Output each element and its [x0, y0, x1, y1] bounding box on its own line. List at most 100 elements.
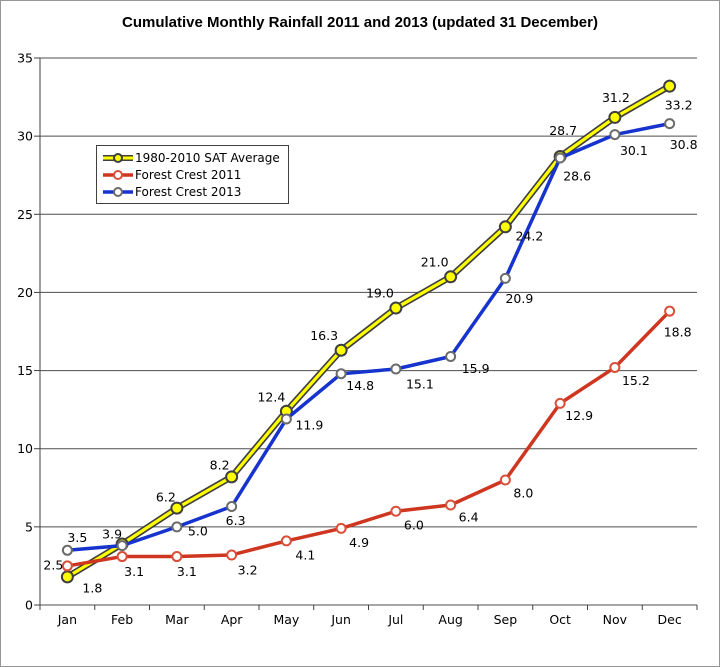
- data-point-label-1980-2010-sat-average-dec: 33.2: [665, 98, 693, 113]
- data-point-label-1980-2010-sat-average-jan: 1.8: [82, 580, 102, 595]
- data-point-marker-1980-2010-sat-average-jun: [334, 343, 348, 357]
- data-point-marker-1980-2010-sat-average-nov: [608, 110, 622, 124]
- data-point-marker-forest-crest-2011-nov: [609, 361, 621, 373]
- data-point-label-forest-crest-2011-feb: 3.1: [124, 564, 144, 579]
- data-point-marker-1980-2010-sat-average-apr: [225, 470, 239, 484]
- data-point-marker-forest-crest-2013-jan: [61, 544, 73, 556]
- data-point-marker-forest-crest-2013-oct: [554, 152, 566, 164]
- y-axis-label-0: 0: [25, 598, 33, 613]
- x-axis-label-dec: Dec: [658, 612, 682, 627]
- x-axis-label-apr: Apr: [221, 612, 243, 627]
- data-point-label-1980-2010-sat-average-jun: 16.3: [310, 328, 338, 343]
- data-point-marker-forest-crest-2013-may: [280, 413, 292, 425]
- data-point-marker-forest-crest-2011-jan: [61, 560, 73, 572]
- data-point-marker-1980-2010-sat-average-aug: [444, 270, 458, 284]
- x-axis-label-jan: Jan: [57, 612, 77, 627]
- data-point-label-forest-crest-2013-mar: 5.0: [188, 523, 208, 538]
- data-point-label-1980-2010-sat-average-jul: 19.0: [366, 286, 394, 301]
- data-point-marker-forest-crest-2013-jun: [335, 368, 347, 380]
- legend-item-1980-2010-sat-average: 1980-2010 SAT Average: [103, 150, 280, 166]
- data-point-label-forest-crest-2011-may: 4.1: [295, 547, 315, 562]
- legend-item-forest-crest-2013: Forest Crest 2013: [103, 184, 280, 200]
- data-point-marker-forest-crest-2011-mar: [171, 551, 183, 563]
- data-point-label-1980-2010-sat-average-sep: 24.2: [515, 228, 543, 243]
- data-point-marker-forest-crest-2013-nov: [609, 129, 621, 141]
- data-point-label-forest-crest-2011-oct: 12.9: [565, 408, 593, 423]
- legend-label-1980-2010-sat-average: 1980-2010 SAT Average: [135, 150, 280, 165]
- x-axis-label-jun: Jun: [330, 612, 351, 627]
- data-point-label-forest-crest-2011-jan: 2.5: [43, 557, 63, 572]
- data-point-label-forest-crest-2011-sep: 8.0: [513, 485, 533, 500]
- data-point-marker-forest-crest-2011-feb: [116, 551, 128, 563]
- data-point-marker-forest-crest-2013-jul: [390, 363, 402, 375]
- y-axis-label-5: 5: [25, 519, 33, 534]
- x-axis-label-feb: Feb: [111, 612, 133, 627]
- series-line-forest-crest-2011: [65, 309, 672, 568]
- data-point-marker-forest-crest-2011-oct: [554, 397, 566, 409]
- data-point-label-forest-crest-2011-jun: 4.9: [349, 535, 369, 550]
- data-point-label-forest-crest-2013-jun: 14.8: [346, 378, 374, 393]
- data-point-label-forest-crest-2013-may: 11.9: [295, 418, 323, 433]
- x-axis-label-sep: Sep: [494, 612, 518, 627]
- data-point-marker-forest-crest-2013-feb: [116, 540, 128, 552]
- data-point-marker-forest-crest-2011-jun: [335, 522, 347, 534]
- data-point-label-forest-crest-2013-nov: 30.1: [620, 143, 648, 158]
- data-point-label-forest-crest-2013-sep: 20.9: [505, 291, 533, 306]
- x-axis-label-jul: Jul: [387, 612, 403, 627]
- y-axis-label-15: 15: [17, 363, 33, 378]
- data-point-marker-forest-crest-2011-may: [280, 535, 292, 547]
- data-point-label-forest-crest-2013-dec: 30.8: [670, 137, 698, 152]
- data-point-label-forest-crest-2011-dec: 18.8: [664, 325, 692, 340]
- data-point-label-forest-crest-2013-oct: 28.6: [563, 169, 591, 184]
- data-point-label-1980-2010-sat-average-aug: 21.0: [421, 254, 449, 269]
- data-point-label-forest-crest-2011-nov: 15.2: [622, 373, 650, 388]
- data-point-marker-forest-crest-2011-sep: [499, 474, 511, 486]
- x-axis-label-oct: Oct: [549, 612, 571, 627]
- data-point-marker-forest-crest-2013-aug: [445, 351, 457, 363]
- data-point-label-forest-crest-2013-aug: 15.9: [462, 361, 490, 376]
- legend-item-forest-crest-2011: Forest Crest 2011: [103, 167, 280, 183]
- x-axis-label-may: May: [273, 612, 299, 627]
- data-point-label-1980-2010-sat-average-oct: 28.7: [549, 123, 577, 138]
- x-axis-label-mar: Mar: [165, 612, 189, 627]
- data-point-marker-forest-crest-2011-aug: [445, 499, 457, 511]
- data-point-marker-forest-crest-2013-mar: [171, 521, 183, 533]
- data-point-marker-forest-crest-2013-sep: [499, 272, 511, 284]
- data-point-label-1980-2010-sat-average-feb: 3.9: [102, 527, 122, 542]
- y-axis-label-35: 35: [17, 51, 33, 66]
- data-point-marker-1980-2010-sat-average-mar: [170, 501, 184, 515]
- x-axis-label-aug: Aug: [438, 612, 462, 627]
- legend-label-forest-crest-2011: Forest Crest 2011: [135, 167, 242, 182]
- data-point-marker-forest-crest-2011-dec: [664, 305, 676, 317]
- chart-title: Cumulative Monthly Rainfall 2011 and 201…: [122, 14, 598, 31]
- data-point-marker-1980-2010-sat-average-dec: [663, 79, 677, 93]
- legend-line-sample-1980-2010-sat-average: [103, 152, 133, 163]
- data-point-label-1980-2010-sat-average-apr: 8.2: [210, 457, 230, 472]
- data-point-label-forest-crest-2011-mar: 3.1: [177, 564, 197, 579]
- data-point-marker-forest-crest-2011-jul: [390, 505, 402, 517]
- data-point-label-forest-crest-2011-aug: 6.4: [459, 509, 479, 524]
- data-point-label-1980-2010-sat-average-mar: 6.2: [156, 490, 176, 505]
- data-point-label-forest-crest-2011-apr: 3.2: [238, 562, 258, 577]
- y-axis-label-30: 30: [17, 129, 33, 144]
- legend: 1980-2010 SAT Average Forest Crest 2011 Fo…: [96, 145, 289, 204]
- legend-line-sample-forest-crest-2011: [103, 169, 133, 180]
- legend-line-sample-forest-crest-2013: [103, 186, 133, 197]
- data-point-marker-1980-2010-sat-average-jan: [60, 570, 74, 584]
- y-axis-label-10: 10: [17, 441, 33, 456]
- data-point-marker-forest-crest-2011-apr: [226, 549, 238, 561]
- y-axis-label-20: 20: [17, 285, 33, 300]
- data-point-label-forest-crest-2013-apr: 6.3: [226, 513, 246, 528]
- series-line-forest-crest-2013: [65, 121, 672, 553]
- data-point-label-forest-crest-2013-jul: 15.1: [406, 377, 434, 392]
- series-line-1980-2010-sat-average: [65, 84, 672, 579]
- data-point-marker-forest-crest-2013-dec: [664, 118, 676, 130]
- data-point-label-forest-crest-2013-jan: 3.5: [67, 530, 87, 545]
- data-point-marker-forest-crest-2013-apr: [226, 501, 238, 513]
- data-point-label-1980-2010-sat-average-nov: 31.2: [602, 90, 630, 105]
- data-point-label-forest-crest-2011-jul: 6.0: [404, 518, 424, 533]
- y-axis-label-25: 25: [17, 207, 33, 222]
- data-point-label-1980-2010-sat-average-may: 12.4: [257, 390, 285, 405]
- legend-label-forest-crest-2013: Forest Crest 2013: [135, 184, 242, 199]
